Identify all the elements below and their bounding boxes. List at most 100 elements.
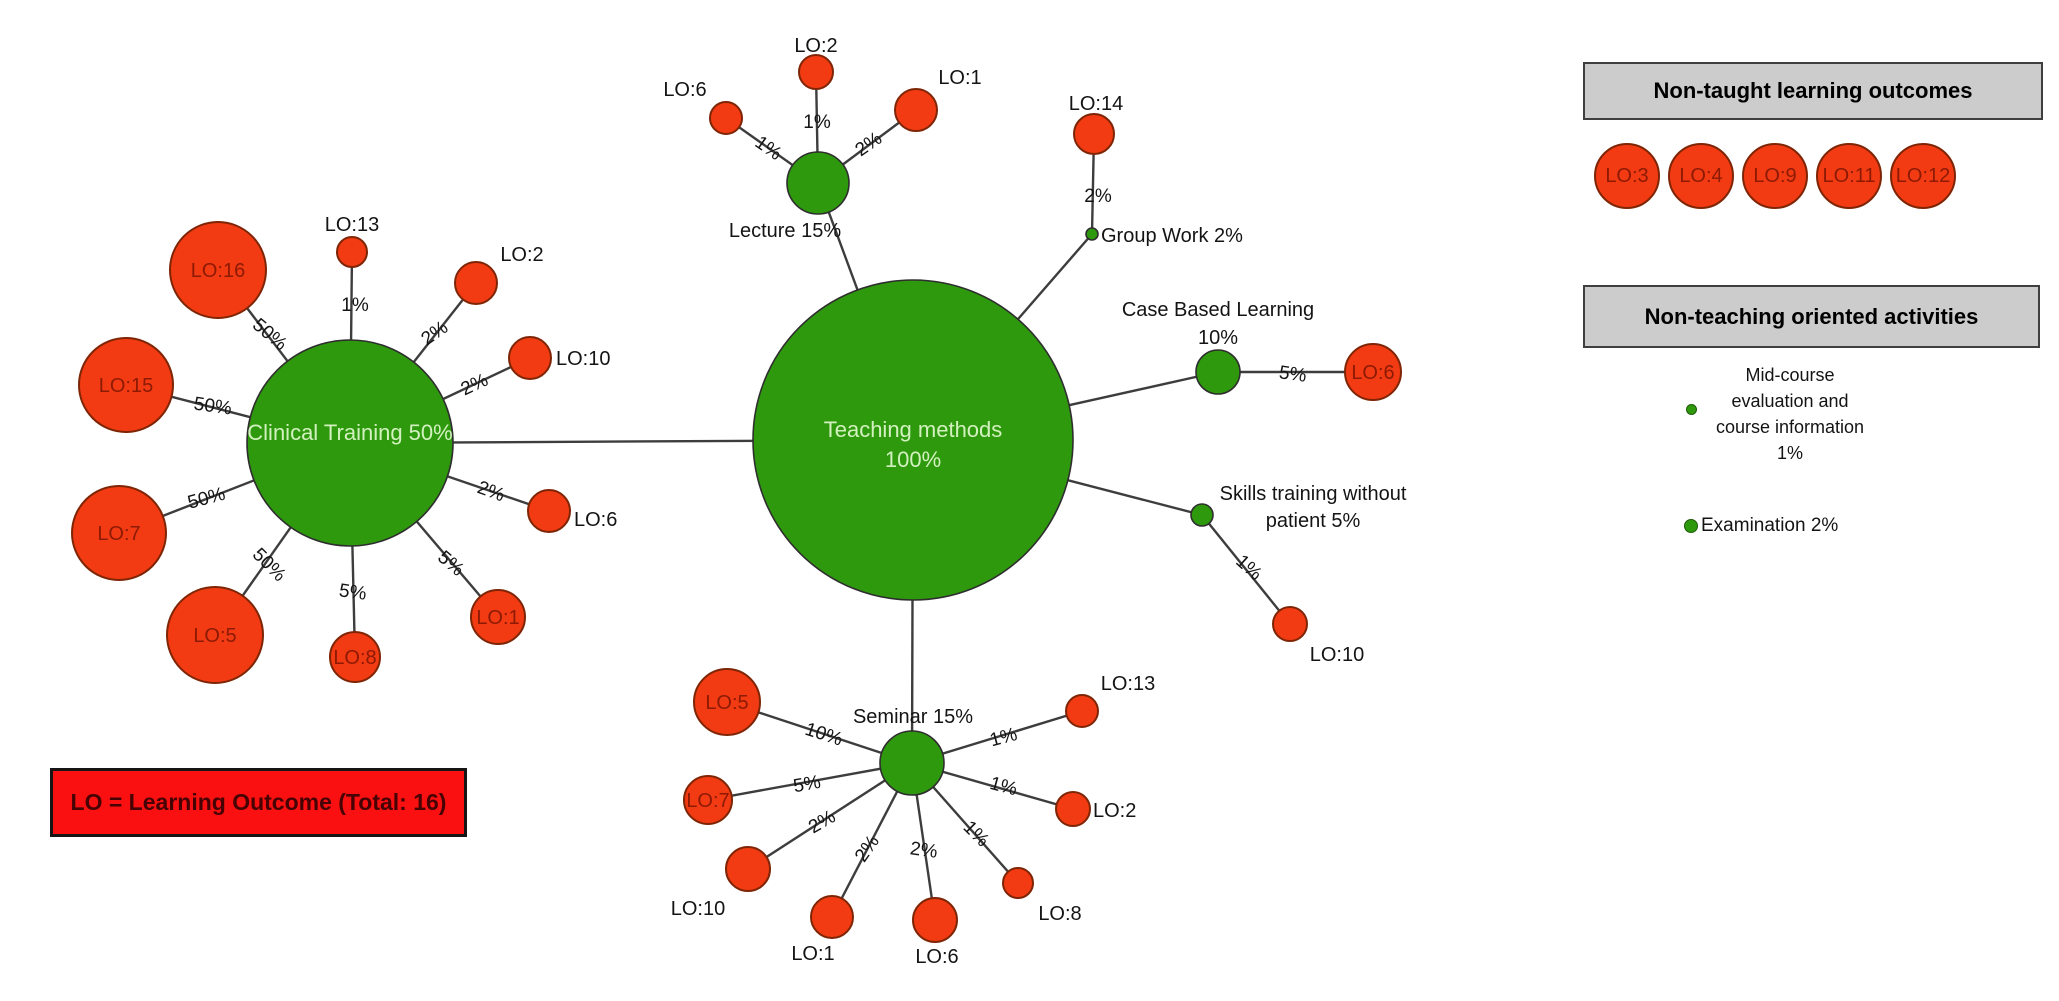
lo-label-skills-lo-10: LO:10 bbox=[1310, 644, 1364, 666]
lo-label-seminar-lo-10: LO:10 bbox=[671, 898, 725, 920]
method-label-groupwork: Group Work 2% bbox=[1101, 225, 1243, 247]
lo-node-skills-lo-10 bbox=[1272, 606, 1308, 642]
pct-label-lecture-lo-2: 1% bbox=[803, 112, 831, 133]
teaching-methods-node bbox=[752, 279, 1074, 601]
lo-node-lecture-lo-1 bbox=[894, 88, 938, 132]
lo-label-clinical-lo-16: LO:16 bbox=[191, 260, 245, 282]
method-node-clinical bbox=[246, 339, 454, 547]
non-taught-lo-lo-3: LO:3 bbox=[1594, 143, 1660, 209]
lo-label-clinical-lo-6: LO:6 bbox=[574, 509, 617, 531]
pct-label-seminar-lo-5: 10% bbox=[802, 719, 845, 751]
midcourse-line: course information bbox=[1715, 417, 1865, 437]
method-label-seminar: Seminar 15% bbox=[853, 706, 973, 728]
non-taught-header-label: Non-taught learning outcomes bbox=[1653, 78, 1973, 103]
non-taught-lo-lo-12: LO:12 bbox=[1890, 143, 1956, 209]
lo-node-clinical-lo-10 bbox=[508, 336, 552, 380]
lo-label-groupwork-lo-14: LO:14 bbox=[1069, 93, 1123, 115]
midcourse-line: Mid-course bbox=[1745, 365, 1835, 385]
midcourse-dot-icon bbox=[1686, 404, 1697, 415]
lo-node-clinical-lo-1 bbox=[470, 589, 526, 645]
lo-node-seminar-lo-2 bbox=[1055, 791, 1091, 827]
lo-label-seminar-lo-7: LO:7 bbox=[686, 790, 729, 812]
examination-item: Examination 2% bbox=[1701, 515, 1838, 537]
lo-label-clinical-lo-15: LO:15 bbox=[99, 375, 153, 397]
non-taught-lo-row: LO:3 LO:4 LO:9 LO:11 LO:12 bbox=[1594, 143, 1956, 209]
midcourse-line: 1% bbox=[1776, 443, 1803, 463]
pct-label-seminar-lo-13: 1% bbox=[988, 724, 1020, 751]
pct-label-seminar-lo-6: 2% bbox=[909, 838, 939, 863]
method-label-skills: Skills training without bbox=[1220, 483, 1407, 505]
midcourse-line: evaluation and bbox=[1731, 391, 1849, 411]
lo-label-seminar-lo-13: LO:13 bbox=[1101, 673, 1155, 695]
pct-label-clinical-lo-2: 2% bbox=[418, 317, 453, 350]
method-node-seminar bbox=[879, 730, 945, 796]
lo-node-clinical-lo-5 bbox=[166, 586, 264, 684]
lo-legend-label: LO = Learning Outcome (Total: 16) bbox=[70, 789, 447, 815]
pct-label-seminar-lo-1: 2% bbox=[851, 831, 884, 866]
pct-label-clinical-lo-6: 2% bbox=[474, 477, 507, 506]
pct-label-clinical-lo-16: 50% bbox=[248, 315, 291, 356]
lo-label-clinical-lo-10: LO:10 bbox=[556, 348, 610, 370]
lo-label-seminar-lo-8: LO:8 bbox=[1038, 903, 1081, 925]
lo-label-clinical-lo-8: LO:8 bbox=[333, 647, 376, 669]
teaching-methods-label: Teaching methods bbox=[824, 417, 1003, 442]
lo-node-seminar-lo-7 bbox=[683, 775, 733, 825]
lo-label-clinical-lo-1: LO:1 bbox=[476, 607, 519, 629]
lo-label-clinical-lo-5: LO:5 bbox=[193, 625, 236, 647]
lo-label-clinical-lo-2: LO:2 bbox=[500, 244, 543, 266]
lo-node-clinical-lo-15 bbox=[78, 337, 174, 433]
method-node-lecture bbox=[786, 151, 850, 215]
pct-label-cbl-lo-6: 5% bbox=[1278, 362, 1308, 387]
lo-node-seminar-lo-10 bbox=[725, 846, 771, 892]
lo-legend-box: LO = Learning Outcome (Total: 16) bbox=[50, 768, 467, 837]
lo-node-clinical-lo-8 bbox=[329, 631, 381, 683]
method-label-skills: patient 5% bbox=[1266, 510, 1361, 532]
teaching-methods-label: 100% bbox=[885, 447, 941, 472]
non-taught-header: Non-taught learning outcomes bbox=[1583, 62, 2043, 120]
lo-node-clinical-lo-7 bbox=[71, 485, 167, 581]
lo-label-cbl-lo-6: LO:6 bbox=[1351, 362, 1394, 384]
pct-label-clinical-lo-13: 1% bbox=[341, 295, 369, 316]
non-taught-lo-lo-9: LO:9 bbox=[1742, 143, 1808, 209]
lo-node-clinical-lo-6 bbox=[527, 489, 571, 533]
lo-node-groupwork-lo-14 bbox=[1073, 113, 1115, 155]
method-node-cbl bbox=[1195, 349, 1241, 395]
lo-label-seminar-lo-1: LO:1 bbox=[791, 943, 834, 965]
method-label-lecture: Lecture 15% bbox=[729, 220, 842, 242]
pct-label-clinical-lo-8: 5% bbox=[338, 580, 368, 605]
examination-dot-icon bbox=[1684, 519, 1698, 533]
lo-node-seminar-lo-6 bbox=[912, 897, 958, 943]
non-taught-lo-lo-11: LO:11 bbox=[1816, 143, 1882, 209]
lo-node-lecture-lo-6 bbox=[709, 101, 743, 135]
lo-node-seminar-lo-5 bbox=[693, 668, 761, 736]
midcourse-item: Mid-course evaluation and course informati… bbox=[1690, 362, 1890, 466]
edge-skills-lo-10 bbox=[1201, 514, 1291, 625]
pct-label-lecture-lo-1: 2% bbox=[852, 128, 887, 161]
lo-label-lecture-lo-6: LO:6 bbox=[663, 79, 706, 101]
pct-label-clinical-lo-15: 50% bbox=[192, 394, 233, 420]
lo-node-cbl-lo-6 bbox=[1344, 343, 1402, 401]
lo-label-lecture-lo-2: LO:2 bbox=[794, 35, 837, 57]
lo-node-clinical-lo-16 bbox=[169, 221, 267, 319]
lo-node-clinical-lo-2 bbox=[454, 261, 498, 305]
pct-label-lecture-lo-6: 1% bbox=[751, 132, 786, 165]
lo-node-seminar-lo-13 bbox=[1065, 694, 1099, 728]
pct-label-clinical-lo-10: 2% bbox=[458, 370, 492, 401]
non-teaching-header: Non-teaching oriented activities bbox=[1583, 285, 2040, 348]
pct-label-seminar-lo-2: 1% bbox=[987, 773, 1019, 800]
lo-node-seminar-lo-8 bbox=[1002, 867, 1034, 899]
pct-label-groupwork-lo-14: 2% bbox=[1084, 186, 1112, 207]
edge-seminar-lo-7 bbox=[707, 761, 913, 802]
lo-node-lecture-lo-2 bbox=[798, 54, 834, 90]
method-node-skills bbox=[1190, 503, 1214, 527]
pct-label-clinical-lo-7: 50% bbox=[185, 484, 227, 514]
lo-label-clinical-lo-7: LO:7 bbox=[97, 523, 140, 545]
lo-node-seminar-lo-1 bbox=[810, 895, 854, 939]
pct-label-seminar-lo-7: 5% bbox=[792, 772, 823, 797]
lo-label-seminar-lo-6: LO:6 bbox=[915, 946, 958, 968]
non-taught-lo-lo-4: LO:4 bbox=[1668, 143, 1734, 209]
non-teaching-header-label: Non-teaching oriented activities bbox=[1644, 303, 1979, 329]
lo-label-lecture-lo-1: LO:1 bbox=[938, 67, 981, 89]
